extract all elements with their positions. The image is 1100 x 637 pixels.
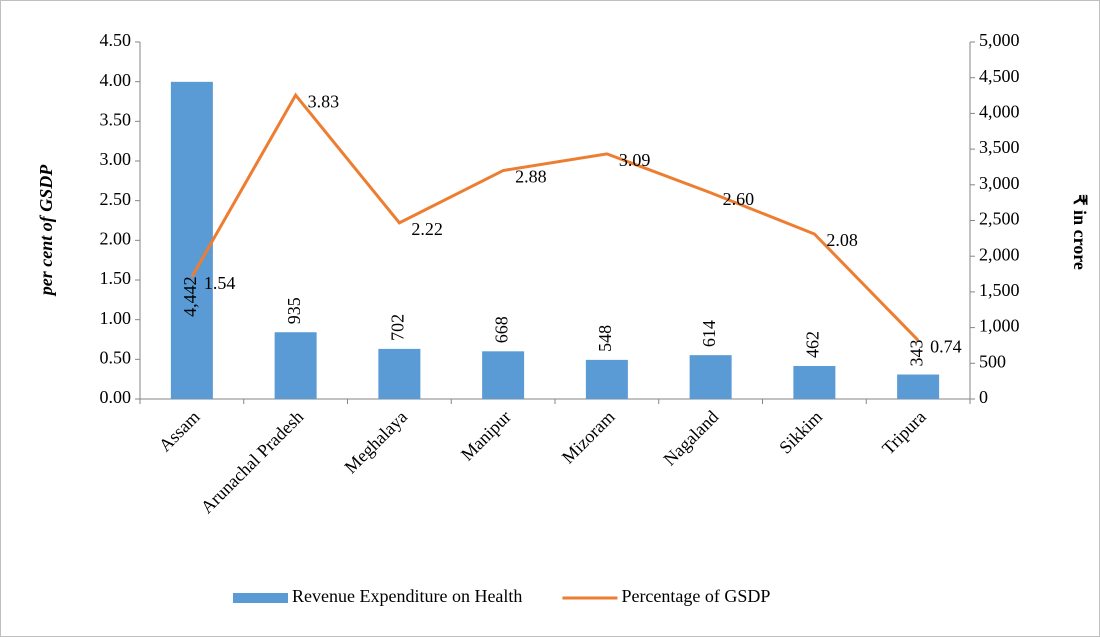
- y-tick-label: 4.50: [100, 30, 132, 50]
- bar: [482, 351, 525, 399]
- line-value-label: 3.09: [619, 150, 651, 170]
- line-value-label: 1.54: [204, 273, 236, 293]
- y-tick-label: 0.50: [100, 347, 132, 367]
- legend-label: Percentage of GSDP: [621, 586, 770, 606]
- bar-value-label: 614: [699, 320, 719, 347]
- bar: [793, 366, 836, 399]
- y2-tick-label: 3,000: [979, 173, 1020, 193]
- y2-tick-label: 0: [979, 387, 988, 407]
- bar-value-label: 4,442: [180, 276, 200, 317]
- bar: [170, 81, 213, 400]
- y2-tick-label: 2,000: [979, 244, 1020, 264]
- line-value-label: 2.60: [723, 189, 755, 209]
- y2-tick-label: 1,000: [979, 316, 1020, 336]
- y-tick-label: 3.50: [100, 109, 132, 129]
- line-value-label: 2.08: [826, 230, 858, 250]
- y-tick-label: 1.50: [100, 268, 132, 288]
- bar: [689, 355, 732, 399]
- bar-value-label: 702: [388, 314, 408, 341]
- y-tick-label: 3.00: [100, 149, 132, 169]
- y2-tick-label: 500: [979, 351, 1006, 371]
- y2-tick-label: 1,500: [979, 280, 1020, 300]
- line-value-label: 2.88: [515, 167, 547, 187]
- y2-tick-label: 3,500: [979, 137, 1020, 157]
- bar: [897, 374, 940, 399]
- bar: [274, 332, 317, 399]
- line: [190, 92, 920, 342]
- y2-tick-label: 4,500: [979, 66, 1020, 86]
- line-value-label: 0.74: [930, 336, 962, 356]
- legend-label: Revenue Expenditure on Health: [292, 586, 522, 606]
- y2-tick-label: 4,000: [979, 102, 1020, 122]
- bar-value-label: 462: [803, 331, 823, 358]
- y2-tick-label: 5,000: [979, 30, 1020, 50]
- bar: [585, 359, 628, 399]
- y-tick-label: 2.00: [100, 228, 132, 248]
- bar-value-label: 343: [906, 340, 926, 367]
- y-tick-label: 2.50: [100, 189, 132, 209]
- y-tick-label: 4.00: [100, 70, 132, 90]
- bar-value-label: 668: [491, 316, 511, 343]
- legend-swatch: [233, 593, 288, 603]
- line-value-label: 2.22: [411, 219, 443, 239]
- bar-value-label: 548: [595, 325, 615, 352]
- bar: [378, 348, 421, 399]
- line-value-label: 3.83: [308, 91, 340, 111]
- y-tick-label: 1.00: [100, 308, 132, 328]
- bar-value-label: 935: [284, 297, 304, 324]
- y2-axis-label: ₹ in crore: [1070, 194, 1090, 270]
- y-axis-label: per cent of GSDP: [36, 164, 56, 297]
- y2-tick-label: 2,500: [979, 209, 1020, 229]
- y-tick-label: 0.00: [100, 387, 132, 407]
